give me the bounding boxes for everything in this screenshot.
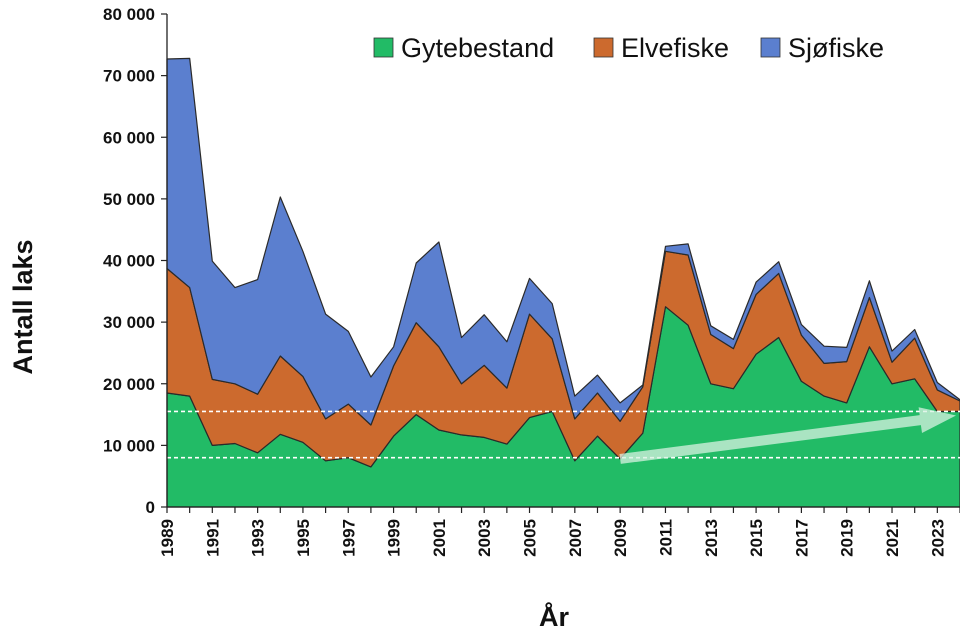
x-axis-ticks: 1989 1991 1993 1995 1997 1999 2001 2003 2005 2007… [158, 507, 960, 557]
y-tick-label: 50 000 [103, 190, 155, 209]
x-axis-title: År [539, 601, 569, 632]
x-tick-label: 1999 [385, 519, 404, 557]
x-tick-label: 2013 [702, 519, 721, 557]
x-tick-label: 1989 [158, 519, 177, 557]
x-tick-label: 2003 [475, 519, 494, 557]
x-tick-label: 2001 [430, 519, 449, 557]
y-tick-label: 40 000 [103, 252, 155, 271]
legend-label-elvefiske: Elvefiske [621, 33, 729, 63]
trend-arrow-shape [619, 407, 956, 464]
x-tick-label: 2021 [883, 519, 902, 557]
x-tick-label: 2017 [792, 519, 811, 557]
legend-swatch-elvefiske [593, 37, 614, 58]
legend-swatch-gytebestand [373, 37, 394, 58]
x-tick-label: 1995 [294, 519, 313, 557]
legend-label-sjøfiske: Sjøfiske [788, 33, 884, 63]
y-tick-label: 30 000 [103, 313, 155, 332]
y-axis-title: Antall laks [8, 239, 38, 374]
area-sjøfiske [166, 57, 960, 426]
x-tick-label: 1997 [339, 519, 358, 557]
x-tick-label: 2019 [838, 519, 857, 557]
x-tick-label: 1991 [203, 519, 222, 557]
y-tick-label: 0 [146, 498, 155, 517]
x-tick-label: 2023 [928, 519, 947, 557]
x-tick-label: 2009 [611, 519, 630, 557]
trend-arrow [619, 407, 956, 464]
legend-swatch-sjøfiske [760, 37, 781, 58]
y-tick-label: 80 000 [103, 5, 155, 24]
y-tick-label: 20 000 [103, 375, 155, 394]
y-tick-label: 70 000 [103, 67, 155, 86]
legend: Gytebestand Elvefiske Sjøfiske [373, 33, 884, 63]
x-tick-label: 2011 [657, 519, 676, 556]
y-tick-label: 10 000 [103, 436, 155, 455]
x-tick-label: 1993 [249, 519, 268, 557]
legend-label-gytebestand: Gytebestand [401, 33, 554, 63]
x-tick-label: 2015 [747, 519, 766, 557]
reference-lines [167, 410, 960, 459]
series-areas [166, 57, 960, 508]
y-axis-ticks: 0 10 000 20 000 30 000 40 000 50 000 60 000 70 … [103, 5, 167, 517]
y-tick-label: 60 000 [103, 128, 155, 147]
x-tick-label: 2007 [566, 519, 585, 557]
x-tick-label: 2005 [521, 519, 540, 557]
